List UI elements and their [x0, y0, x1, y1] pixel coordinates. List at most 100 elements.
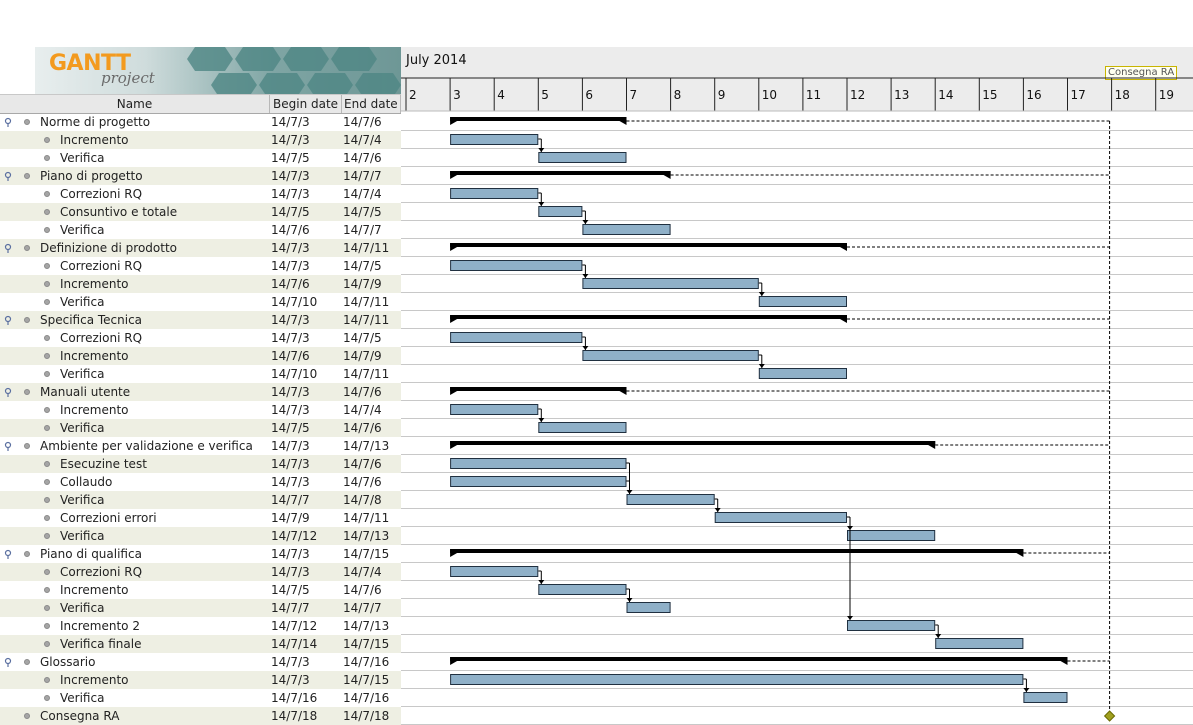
- task-bar: [758, 296, 847, 307]
- task-end-date: 14/7/4: [343, 187, 382, 201]
- collapse-toggle-icon[interactable]: [4, 653, 14, 671]
- task-name: Incremento: [60, 349, 129, 363]
- task-begin-date: 14/7/10: [271, 295, 318, 309]
- task-begin-date: 14/7/3: [271, 439, 310, 453]
- task-row[interactable]: Incremento 14/7/3 14/7/15: [0, 671, 401, 689]
- collapse-toggle-icon[interactable]: [4, 113, 14, 131]
- task-bar: [450, 260, 583, 271]
- task-end-date: 14/7/6: [343, 421, 382, 435]
- timeline-month-label: July 2014: [406, 53, 467, 68]
- task-row[interactable]: Esecuzine test 14/7/3 14/7/6: [0, 455, 401, 473]
- task-name: Specifica Tecnica: [40, 313, 143, 327]
- task-row[interactable]: Definizione di prodotto 14/7/3 14/7/11: [0, 239, 401, 257]
- task-name: Esecuzine test: [60, 457, 147, 471]
- task-row[interactable]: Specifica Tecnica 14/7/3 14/7/11: [0, 311, 401, 329]
- collapse-toggle-icon[interactable]: [4, 239, 14, 257]
- task-name: Definizione di prodotto: [40, 241, 178, 255]
- collapse-toggle-icon[interactable]: [4, 545, 14, 563]
- hexagon-pattern-icon: [187, 47, 401, 94]
- task-name: Consegna RA: [40, 709, 120, 723]
- task-bullet-icon: [44, 587, 50, 593]
- task-row[interactable]: Verifica 14/7/12 14/7/13: [0, 527, 401, 545]
- summary-start-marker: [450, 171, 458, 179]
- task-row[interactable]: Norme di progetto 14/7/3 14/7/6: [0, 113, 401, 131]
- task-name: Verifica: [60, 529, 105, 543]
- task-name: Incremento: [60, 277, 129, 291]
- task-bar: [626, 494, 715, 505]
- task-row[interactable]: Ambiente per validazione e verifica 14/7/…: [0, 437, 401, 455]
- task-row[interactable]: Verifica 14/7/7 14/7/7: [0, 599, 401, 617]
- dependency-arrowhead: [935, 634, 942, 638]
- day-label: 12: [850, 88, 866, 102]
- task-end-date: 14/7/7: [343, 223, 382, 237]
- task-name: Incremento: [60, 583, 129, 597]
- column-header-end-date[interactable]: End date: [342, 95, 401, 113]
- dependency-arrowhead: [758, 364, 765, 368]
- task-begin-date: 14/7/3: [271, 655, 310, 669]
- task-row[interactable]: Consegna RA 14/7/18 14/7/18: [0, 707, 401, 725]
- collapse-toggle-icon[interactable]: [4, 437, 14, 455]
- task-row[interactable]: Glossario 14/7/3 14/7/16: [0, 653, 401, 671]
- task-end-date: 14/7/7: [343, 601, 382, 615]
- task-row[interactable]: Correzioni RQ 14/7/3 14/7/5: [0, 257, 401, 275]
- task-row[interactable]: Correzioni RQ 14/7/3 14/7/4: [0, 185, 401, 203]
- task-end-date: 14/7/5: [343, 259, 382, 273]
- task-end-date: 14/7/6: [343, 457, 382, 471]
- column-header-begin-date[interactable]: Begin date: [270, 95, 342, 113]
- dependency-arrowhead: [538, 148, 545, 152]
- task-row[interactable]: Verifica 14/7/6 14/7/7: [0, 221, 401, 239]
- task-row[interactable]: Verifica finale 14/7/14 14/7/15: [0, 635, 401, 653]
- task-row[interactable]: Incremento 2 14/7/12 14/7/13: [0, 617, 401, 635]
- task-row[interactable]: Incremento 14/7/5 14/7/6: [0, 581, 401, 599]
- task-row[interactable]: Incremento 14/7/6 14/7/9: [0, 275, 401, 293]
- task-row[interactable]: Correzioni errori 14/7/9 14/7/11: [0, 509, 401, 527]
- task-begin-date: 14/7/3: [271, 313, 310, 327]
- task-begin-date: 14/7/7: [271, 601, 310, 615]
- task-row[interactable]: Incremento 14/7/3 14/7/4: [0, 401, 401, 419]
- task-bar: [582, 278, 759, 289]
- task-row[interactable]: Collaudo 14/7/3 14/7/6: [0, 473, 401, 491]
- summary-end-marker: [619, 117, 627, 125]
- day-label: 11: [805, 88, 822, 102]
- task-bullet-icon: [44, 695, 50, 701]
- task-row[interactable]: Piano di progetto 14/7/3 14/7/7: [0, 167, 401, 185]
- task-row[interactable]: Correzioni RQ 14/7/3 14/7/5: [0, 329, 401, 347]
- dependency-arrowhead: [538, 202, 545, 206]
- task-begin-date: 14/7/5: [271, 205, 310, 219]
- task-bar: [1023, 692, 1068, 703]
- task-row[interactable]: Correzioni RQ 14/7/3 14/7/4: [0, 563, 401, 581]
- task-row[interactable]: Verifica 14/7/16 14/7/16: [0, 689, 401, 707]
- task-row[interactable]: Incremento 14/7/3 14/7/4: [0, 131, 401, 149]
- task-name: Verifica: [60, 421, 105, 435]
- column-header-name[interactable]: Name: [0, 95, 270, 113]
- task-row[interactable]: Incremento 14/7/6 14/7/9: [0, 347, 401, 365]
- task-row[interactable]: Verifica 14/7/10 14/7/11: [0, 365, 401, 383]
- collapse-toggle-icon[interactable]: [4, 383, 14, 401]
- task-begin-date: 14/7/7: [271, 493, 310, 507]
- task-row[interactable]: Verifica 14/7/7 14/7/8: [0, 491, 401, 509]
- task-row[interactable]: Verifica 14/7/5 14/7/6: [0, 149, 401, 167]
- task-row[interactable]: Manuali utente 14/7/3 14/7/6: [0, 383, 401, 401]
- dependency-arrowhead: [847, 616, 853, 620]
- task-bullet-icon: [44, 191, 50, 197]
- task-end-date: 14/7/11: [343, 295, 390, 309]
- task-bullet-icon: [44, 137, 50, 143]
- task-name: Incremento 2: [60, 619, 140, 633]
- task-row[interactable]: Verifica 14/7/10 14/7/11: [0, 293, 401, 311]
- task-row[interactable]: Piano di qualifica 14/7/3 14/7/15: [0, 545, 401, 563]
- task-end-date: 14/7/11: [343, 313, 390, 327]
- summary-start-marker: [450, 387, 458, 395]
- task-bar: [847, 530, 936, 541]
- collapse-toggle-icon[interactable]: [4, 311, 14, 329]
- task-end-date: 14/7/15: [343, 547, 390, 561]
- task-row[interactable]: Verifica 14/7/5 14/7/6: [0, 419, 401, 437]
- task-row[interactable]: Consuntivo e totale 14/7/5 14/7/5: [0, 203, 401, 221]
- task-bar: [538, 584, 627, 595]
- collapse-toggle-icon[interactable]: [4, 167, 14, 185]
- task-begin-date: 14/7/3: [271, 475, 310, 489]
- task-name: Incremento: [60, 673, 129, 687]
- task-bullet-icon: [44, 407, 50, 413]
- summary-bar: [450, 657, 1068, 661]
- task-bar: [582, 224, 671, 235]
- day-label: 7: [629, 88, 638, 102]
